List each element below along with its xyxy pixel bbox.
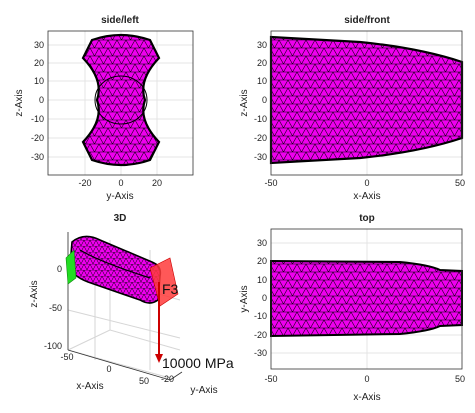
tick-label: 10 <box>257 76 267 86</box>
y-ticks: 30 20 10 0 -10 -20 -30 <box>254 40 267 162</box>
mesh-shape <box>269 35 464 165</box>
x-axis-label: x-Axis <box>353 392 380 403</box>
panel-3d: 3D F3 10000 MPa 0 -50 <box>29 213 234 396</box>
tick-label: 20 <box>257 58 267 68</box>
tick-label: 0 <box>364 374 369 384</box>
tick-label: -20 <box>254 133 267 143</box>
tick-label: -30 <box>254 152 267 162</box>
tick-label: 0 <box>39 95 44 105</box>
y-ticks: 30 20 10 0 -10 -20 -30 <box>31 40 44 162</box>
plot-box <box>270 228 463 370</box>
tick-label: -20 <box>31 133 44 143</box>
tick-label: -10 <box>254 311 267 321</box>
panel-top: top 30 20 10 0 -10 -20 -30 -50 0 50 x-Ax… <box>239 213 465 403</box>
tick-label: 0 <box>118 178 123 188</box>
mesh-body-3d <box>69 235 162 304</box>
support-plane <box>65 249 77 285</box>
tick-label: 20 <box>152 178 162 188</box>
force-label: F3 <box>162 281 179 297</box>
x-ticks: -50 0 50 <box>264 374 465 384</box>
panel-side-front: side/front 30 20 10 0 -10 -20 -30 -50 0 … <box>239 15 465 202</box>
tick-label: -20 <box>78 178 91 188</box>
x-ticks: -50 0 50 <box>60 352 149 386</box>
tick-label: -30 <box>31 152 44 162</box>
stress-label: 10000 MPa <box>162 355 234 371</box>
mesh-ring <box>94 75 148 125</box>
tick-label: 0 <box>364 178 369 188</box>
tick-label: -20 <box>254 330 267 340</box>
panel-title: side/left <box>101 15 139 26</box>
tick-label: 30 <box>257 238 267 248</box>
tick-label: 0 <box>262 95 267 105</box>
x-ticks: -20 0 20 <box>78 178 162 188</box>
y-axis-label: y-Axis <box>239 285 250 312</box>
tick-label: 20 <box>257 256 267 266</box>
tick-label: 10 <box>34 76 44 86</box>
panel-title: side/front <box>344 15 390 26</box>
tick-label: 30 <box>257 40 267 50</box>
tick-label: -100 <box>44 341 62 351</box>
plot-box <box>270 30 463 176</box>
y-ticks: 30 20 10 0 -10 -20 -30 <box>254 238 267 358</box>
tick-label: 0 <box>262 293 267 303</box>
panel-title: 3D <box>114 213 127 224</box>
mesh-shape <box>81 33 161 167</box>
load-plane <box>149 257 179 307</box>
z-axis-label: z-Axis <box>29 280 40 307</box>
tick-label: -10 <box>31 114 44 124</box>
tick-label: 10 <box>257 275 267 285</box>
tick-label: 50 <box>139 376 149 386</box>
x-ticks: -50 0 50 <box>264 178 465 188</box>
tick-label: 50 <box>455 374 465 384</box>
panel-side-left: side/left 30 20 10 0 -10 -20 -30 -20 0 2… <box>14 15 194 202</box>
y-axis-label: z-Axis <box>239 89 250 116</box>
tick-label: -10 <box>254 114 267 124</box>
force-arrow <box>155 282 163 363</box>
tick-label: 0 <box>57 264 62 274</box>
mesh-groove <box>79 249 151 279</box>
tick-label: 0 <box>106 364 111 374</box>
tick-label: 30 <box>34 40 44 50</box>
panel-title: top <box>359 213 375 224</box>
y-axis-label: y-Axis <box>190 385 217 396</box>
tick-label: -50 <box>264 374 277 384</box>
tick-label: -50 <box>60 352 73 362</box>
y-axis-label: z-Axis <box>14 89 25 116</box>
z-ticks: 0 -50 -100 <box>44 264 62 351</box>
axes-3d <box>67 232 183 381</box>
tick-label: -30 <box>254 348 267 358</box>
plot-box <box>47 30 194 176</box>
tick-label: -20 <box>161 374 174 384</box>
mesh-shape <box>270 259 463 338</box>
tick-label: -50 <box>49 303 62 313</box>
tick-label: -50 <box>264 178 277 188</box>
tick-label: 50 <box>455 178 465 188</box>
x-axis-label: x-Axis <box>76 381 103 392</box>
x-axis-label: y-Axis <box>106 191 133 202</box>
x-axis-label: x-Axis <box>353 191 380 202</box>
tick-label: 20 <box>34 58 44 68</box>
